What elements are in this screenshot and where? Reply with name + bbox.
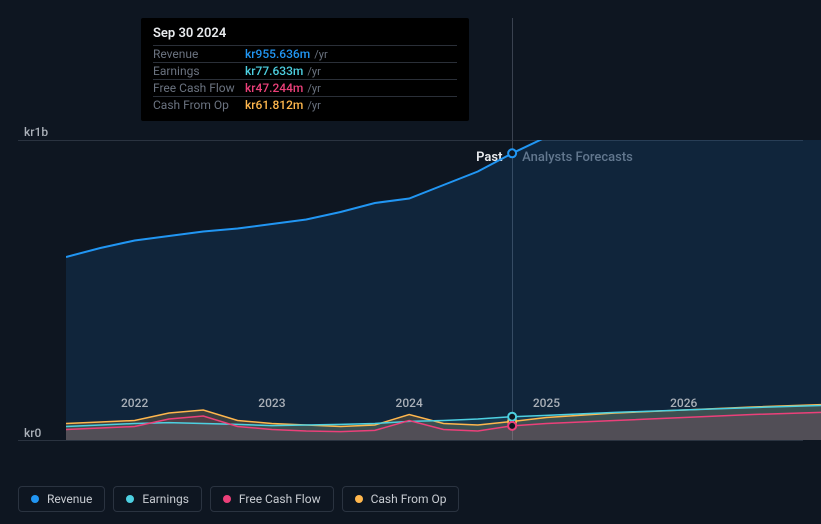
x-axis-label: 2022 — [121, 396, 148, 410]
earnings-marker — [508, 413, 516, 421]
legend-item-free-cash-flow[interactable]: Free Cash Flow — [210, 486, 334, 512]
tooltip-row: Revenuekr955.636m/yr — [153, 45, 457, 62]
legend-label: Cash From Op — [371, 492, 447, 506]
x-axis-label: 2024 — [396, 396, 423, 410]
tooltip-value: kr61.812m — [245, 98, 303, 112]
tooltip-unit: /yr — [307, 65, 320, 78]
fcf-marker — [508, 422, 516, 430]
legend-dot — [126, 495, 134, 503]
gridline-bottom — [18, 440, 803, 441]
legend-dot — [223, 495, 231, 503]
tooltip-value: kr47.244m — [245, 81, 303, 95]
chart-plot[interactable] — [66, 140, 821, 440]
y-axis-bottom-label: kr0 — [24, 426, 41, 440]
tooltip-value: kr77.633m — [245, 64, 303, 78]
legend-dot — [355, 495, 363, 503]
tooltip-row: Free Cash Flowkr47.244m/yr — [153, 79, 457, 96]
x-axis-label: 2026 — [670, 396, 697, 410]
legend-label: Earnings — [142, 492, 189, 506]
tooltip-metric: Cash From Op — [153, 98, 245, 112]
tooltip: Sep 30 2024 Revenuekr955.636m/yrEarnings… — [141, 18, 469, 121]
tooltip-date: Sep 30 2024 — [153, 26, 457, 41]
legend-item-cash-from-op[interactable]: Cash From Op — [342, 486, 460, 512]
tooltip-metric: Revenue — [153, 47, 245, 61]
legend-label: Revenue — [47, 492, 92, 506]
legend-label: Free Cash Flow — [239, 492, 321, 506]
tooltip-unit: /yr — [307, 82, 320, 95]
x-axis-label: 2023 — [258, 396, 285, 410]
legend-dot — [31, 495, 39, 503]
tooltip-unit: /yr — [314, 48, 327, 61]
legend-item-revenue[interactable]: Revenue — [18, 486, 105, 512]
x-axis-label: 2025 — [533, 396, 560, 410]
y-axis-top-label: kr1b — [24, 125, 48, 139]
tooltip-metric: Earnings — [153, 64, 245, 78]
legend: Revenue Earnings Free Cash Flow Cash From O… — [18, 486, 459, 512]
revenue-marker — [508, 149, 516, 157]
tooltip-row: Earningskr77.633m/yr — [153, 62, 457, 79]
tooltip-unit: /yr — [307, 99, 320, 112]
tooltip-row: Cash From Opkr61.812m/yr — [153, 96, 457, 113]
tooltip-value: kr955.636m — [245, 47, 310, 61]
tooltip-metric: Free Cash Flow — [153, 81, 245, 95]
legend-item-earnings[interactable]: Earnings — [113, 486, 202, 512]
